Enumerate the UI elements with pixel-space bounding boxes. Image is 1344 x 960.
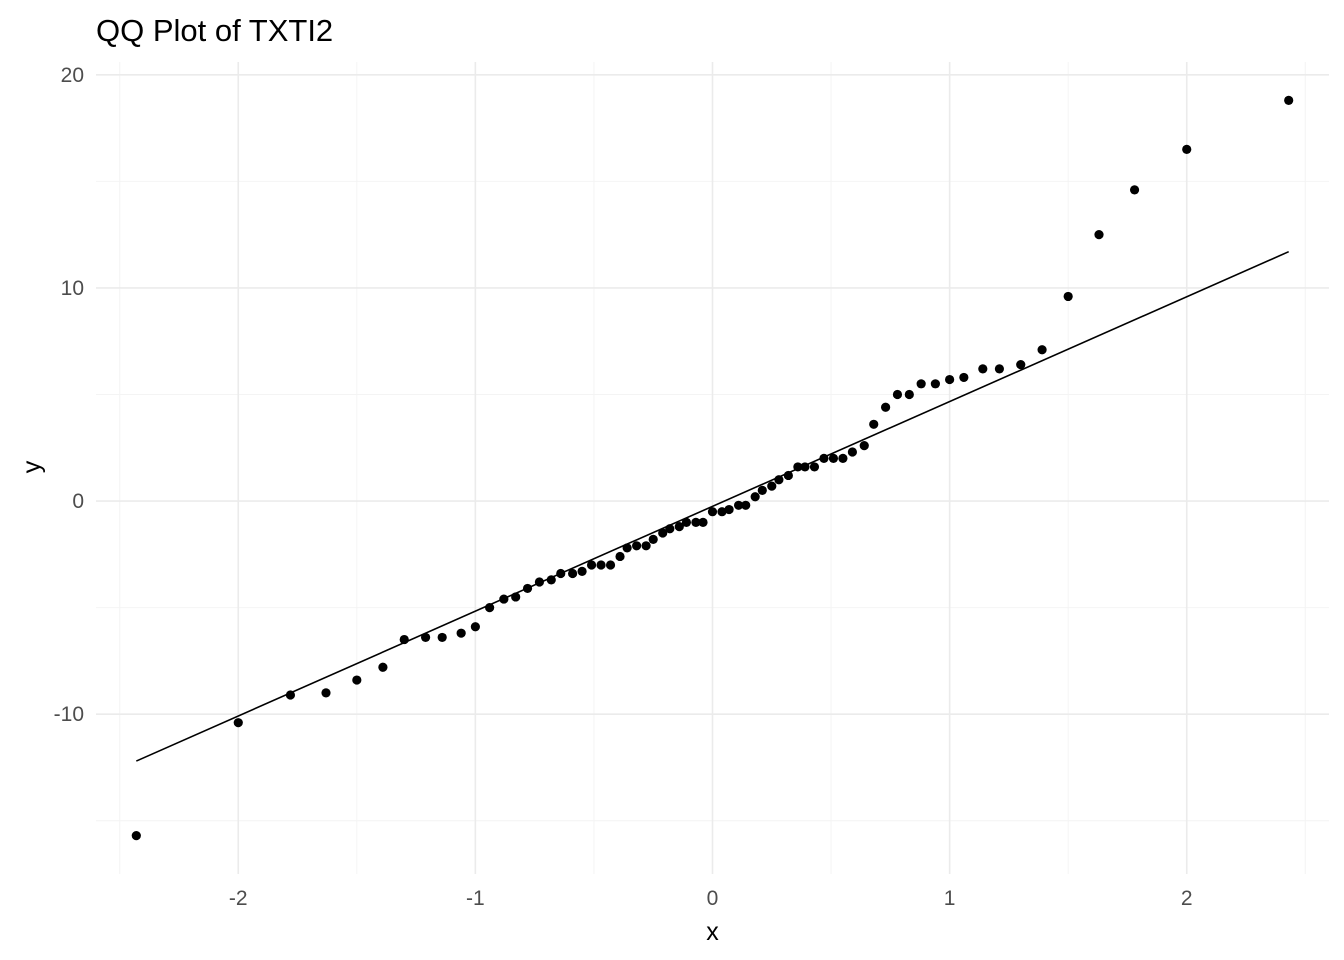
qq-point	[800, 462, 810, 472]
qq-point	[767, 481, 777, 491]
y-tick-labels: -10 0 10 20	[54, 64, 84, 726]
qq-point	[1037, 345, 1047, 355]
qq-point	[978, 364, 988, 374]
qq-point	[959, 372, 969, 383]
qq-point	[420, 632, 431, 643]
y-tick-label: 10	[61, 277, 84, 300]
qq-point	[681, 517, 692, 527]
x-tick-label: 1	[944, 887, 956, 910]
qq-point	[838, 453, 848, 464]
qq-point	[522, 583, 533, 594]
qq-point	[605, 560, 616, 570]
qq-point	[586, 560, 597, 570]
y-tick-label: -10	[54, 703, 84, 726]
qq-point	[880, 402, 891, 412]
qq-point	[741, 500, 751, 510]
qq-point	[750, 492, 760, 502]
qq-point	[556, 568, 566, 579]
qq-point	[1016, 360, 1026, 370]
x-tick-label: 2	[1181, 887, 1193, 910]
qq-point	[1094, 230, 1104, 240]
qq-point	[622, 543, 632, 553]
qq-point	[819, 453, 829, 464]
x-axis-title: x	[706, 918, 719, 946]
qq-point	[485, 602, 495, 613]
qq-point	[809, 462, 820, 472]
qq-point	[828, 453, 839, 464]
y-tick-label: 0	[72, 490, 84, 513]
qq-point	[916, 379, 926, 389]
qq-point	[658, 528, 668, 538]
qq-point	[399, 634, 409, 645]
qq-point	[499, 594, 509, 604]
qq-point	[568, 568, 578, 579]
qq-point	[577, 566, 587, 576]
qq-point	[352, 675, 362, 685]
qq-point	[456, 628, 466, 638]
qq-point	[596, 560, 606, 570]
qq-point	[437, 632, 447, 643]
qq-point	[1129, 185, 1140, 195]
qq-point	[793, 462, 803, 472]
qq-point	[470, 622, 480, 632]
qq-point	[774, 475, 784, 485]
qq-point	[847, 447, 857, 457]
y-axis-title: y	[18, 460, 46, 473]
qq-point	[1284, 95, 1294, 105]
qq-point	[534, 577, 545, 587]
qq-point	[674, 522, 684, 532]
qq-point	[994, 364, 1005, 374]
qq-point	[869, 419, 879, 429]
y-tick-label: 20	[61, 64, 84, 87]
x-tick-label: -1	[466, 887, 485, 910]
qq-point	[904, 389, 914, 400]
points-layer	[131, 95, 1294, 841]
qq-point	[1063, 291, 1073, 302]
x-tick-label: 0	[707, 887, 719, 910]
qq-point	[1182, 144, 1192, 154]
qq-point	[691, 517, 701, 527]
qq-point	[707, 507, 718, 517]
qq-point	[698, 517, 708, 527]
x-tick-labels: -2 -1 0 1 2	[229, 887, 1193, 910]
qq-point	[665, 524, 675, 534]
qq-point	[859, 441, 869, 451]
major-gridlines	[96, 62, 1329, 874]
qq-point	[945, 374, 955, 385]
reference-line-layer	[135, 250, 1290, 762]
qq-point	[648, 534, 658, 544]
qq-reference-line	[135, 250, 1290, 762]
qq-point	[546, 575, 556, 585]
qq-point	[757, 485, 767, 495]
qq-point	[285, 690, 296, 700]
x-tick-label: -2	[229, 887, 248, 910]
qq-point	[321, 688, 331, 698]
qq-point	[511, 592, 521, 602]
qq-point	[378, 662, 388, 672]
qq-point	[233, 718, 243, 728]
qq-point	[724, 504, 734, 515]
qq-point	[615, 551, 625, 562]
qq-point	[733, 500, 744, 510]
qq-point	[717, 507, 727, 517]
chart-title: QQ Plot of TXTI2	[96, 13, 333, 48]
qq-point	[131, 831, 141, 841]
qq-point	[641, 541, 651, 551]
qq-point	[930, 379, 940, 389]
qq-point	[632, 541, 642, 551]
qq-point	[783, 470, 793, 481]
qq-point	[892, 389, 903, 400]
